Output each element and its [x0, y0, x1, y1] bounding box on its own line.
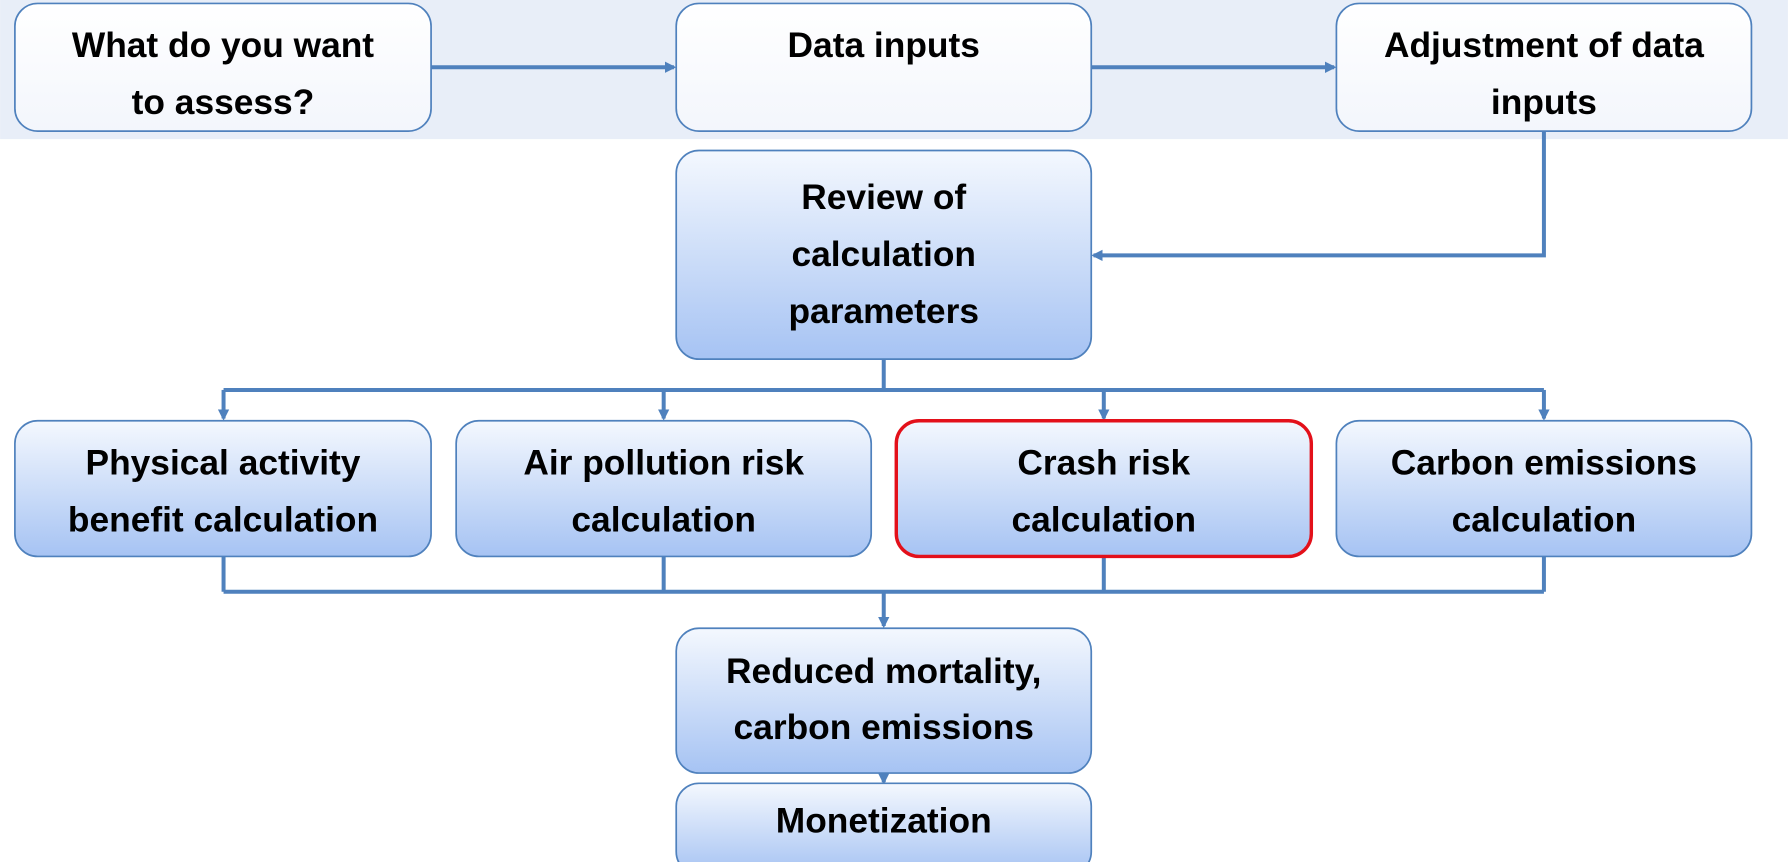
node-label: Reduced mortality,	[726, 652, 1041, 691]
node-box	[894, 419, 1314, 559]
node-label: Physical activity	[86, 444, 361, 483]
node-label: Monetization	[776, 802, 992, 841]
node-label: Adjustment of data	[1384, 26, 1704, 65]
node: Physical activity benefit calculation	[14, 419, 432, 558]
node-box	[455, 419, 873, 558]
node-label: inputs	[1491, 83, 1597, 122]
node-label: What do you want	[72, 26, 374, 65]
node-label: calculation	[571, 501, 756, 540]
node-label: benefit calculation	[68, 501, 378, 540]
node-label: Review of	[801, 178, 966, 217]
node-label: calculation	[1012, 501, 1197, 540]
node-label: calculation	[791, 235, 976, 274]
node-label: to assess?	[132, 83, 315, 122]
node-label: Carbon emissions	[1391, 444, 1697, 483]
node-box	[675, 627, 1093, 774]
node: Monetization	[675, 782, 1093, 862]
node-label: carbon emissions	[734, 708, 1034, 747]
node-label: Crash risk	[1017, 444, 1190, 483]
node: Data inputs	[675, 2, 1093, 132]
node-box	[675, 149, 1093, 361]
node-box	[14, 2, 432, 132]
node-box	[675, 2, 1093, 132]
node-box	[14, 419, 432, 558]
node: Reduced mortality, carbon emissions	[675, 627, 1093, 774]
node-label: parameters	[788, 292, 979, 331]
node-label: Data inputs	[788, 26, 980, 65]
node-box	[675, 782, 1093, 862]
node: Adjustment of data inputs	[1335, 2, 1753, 132]
node: Crash risk calculation	[894, 419, 1314, 559]
node-label: calculation	[1452, 501, 1637, 540]
node-box	[1335, 2, 1753, 132]
node-box	[1335, 419, 1753, 558]
node: Carbon emissions calculation	[1335, 419, 1753, 558]
connectors	[217, 61, 1550, 785]
node: What do you want to assess?	[14, 2, 432, 132]
node-label: Air pollution risk	[523, 444, 804, 483]
node: Review of calculation parameters	[675, 149, 1093, 361]
node: Air pollution risk calculation	[455, 419, 873, 558]
